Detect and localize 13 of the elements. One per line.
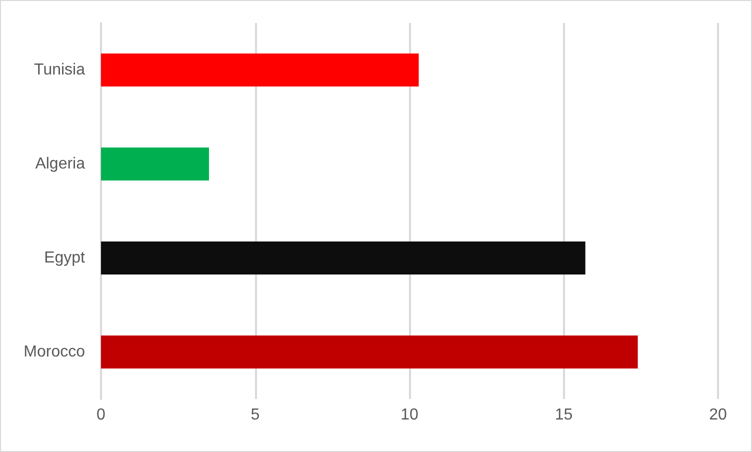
x-tick-label: 10 [400,406,418,424]
x-tick-label: 15 [554,406,573,424]
x-tick-label: 5 [250,406,260,424]
bar [101,54,419,86]
bar [101,148,209,180]
bar [101,336,638,368]
bar [101,242,586,274]
y-tick-label: Algeria [35,156,86,172]
x-tick-label: 0 [96,406,106,424]
y-tick-label: Morocco [24,344,86,360]
y-tick-label: Tunisia [34,62,86,78]
y-tick-label: Egypt [44,250,86,266]
x-tick-label: 20 [709,406,727,424]
